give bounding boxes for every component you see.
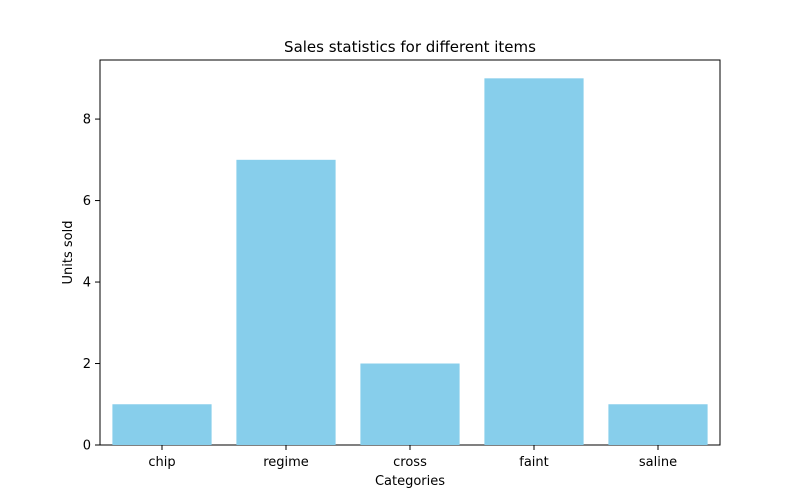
x-axis: chip regime cross faint saline [148,445,677,470]
y-tick-label: 4 [83,276,91,291]
bar-regime [236,159,336,445]
bars-layer [112,78,708,445]
bar-chip [112,404,212,445]
y-axis-label: Units sold [61,221,76,285]
y-axis: 0 2 4 6 8 [83,113,100,454]
x-tick-label: faint [519,455,549,470]
x-tick-label: saline [639,455,677,470]
x-tick-label: cross [393,455,427,470]
bar-cross [360,363,460,445]
y-tick-label: 6 [83,194,91,209]
y-tick-label: 2 [83,357,91,372]
x-tick-label: chip [148,455,175,470]
x-axis-label: Categories [375,474,445,489]
bar-faint [484,78,584,445]
bar-saline [608,404,708,445]
chart-title: Sales statistics for different items [284,38,536,56]
y-tick-label: 0 [83,439,91,454]
y-tick-label: 8 [83,113,91,128]
x-tick-label: regime [263,455,309,470]
